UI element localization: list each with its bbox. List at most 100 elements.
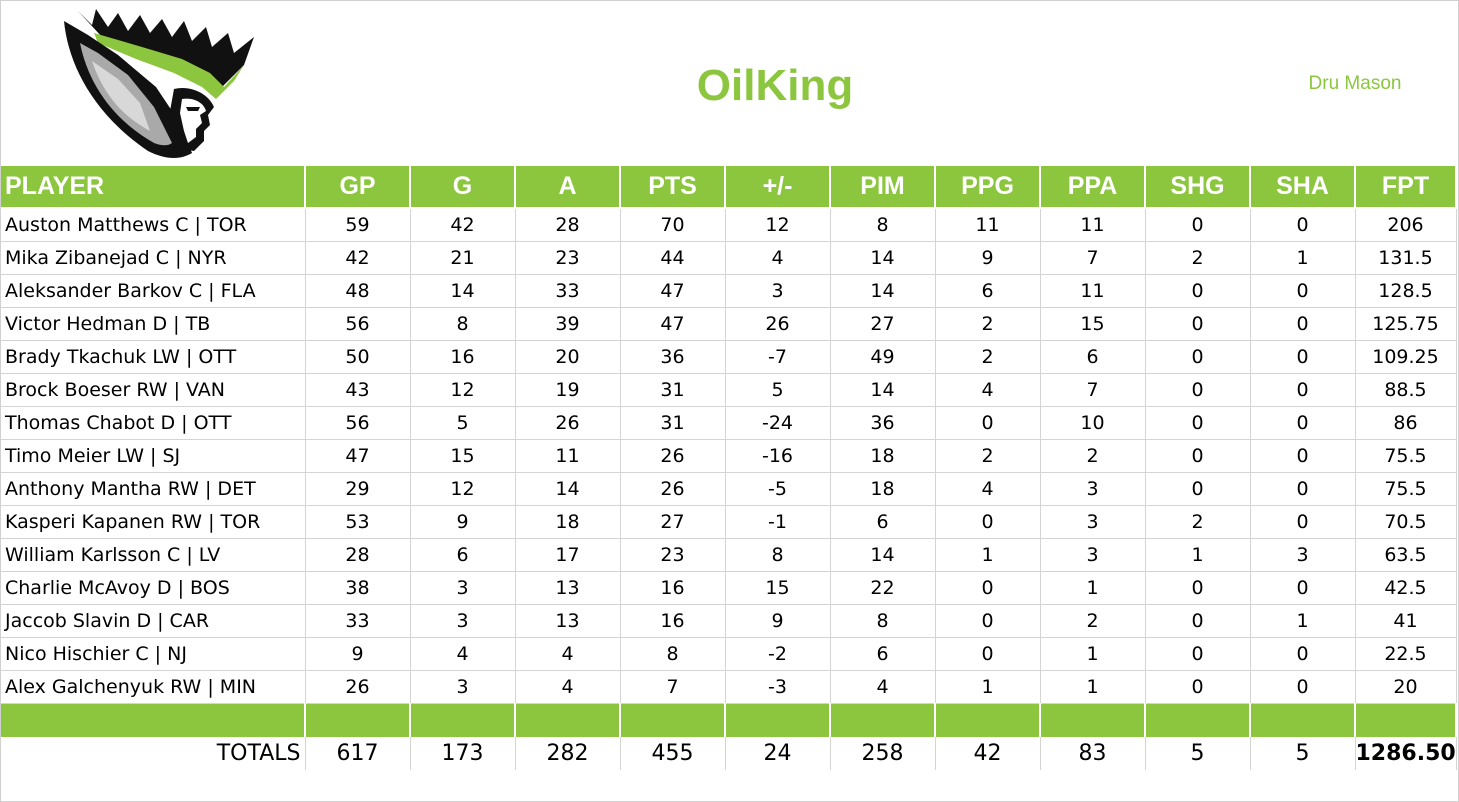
column-header-a: A: [515, 166, 621, 209]
stat-cell-shg: 0: [1145, 340, 1251, 374]
column-header-shg: SHG: [1145, 166, 1251, 209]
stat-cell-shg: 0: [1145, 208, 1251, 242]
stat-cell-plus-minus: -5: [725, 472, 831, 506]
stat-cell-ppg: 0: [935, 406, 1041, 440]
stat-cell-ppg: 9: [935, 241, 1041, 275]
table-row: Auston Matthews C | TOR 59 42 28 70 12 8 11 11 0 0…: [1, 208, 1457, 242]
player-name-cell: Brock Boeser RW | VAN: [1, 373, 306, 407]
stat-cell-shg: 2: [1145, 241, 1251, 275]
column-header-fpt: FPT: [1355, 166, 1457, 209]
stat-cell-ppa: 2: [1040, 604, 1146, 638]
stat-cell-ppg: 4: [935, 472, 1041, 506]
spacer-cell: [935, 703, 1041, 737]
stat-cell-gp: 56: [305, 307, 411, 341]
spacer-cell: [410, 703, 516, 737]
stat-cell-g: 14: [410, 274, 516, 308]
table-row: Timo Meier LW | SJ 47 15 11 26 -16 18 2 2 0 0 75.5: [1, 439, 1457, 473]
stat-cell-ppa: 3: [1040, 505, 1146, 539]
stat-cell-a: 11: [515, 439, 621, 473]
stat-cell-gp: 53: [305, 505, 411, 539]
stat-cell-ppg: 1: [935, 538, 1041, 572]
stat-cell-ppa: 7: [1040, 373, 1146, 407]
column-header-g: G: [410, 166, 516, 209]
player-name-cell: Timo Meier LW | SJ: [1, 439, 306, 473]
stat-cell-sha: 1: [1250, 604, 1356, 638]
stat-cell-fpt: 109.25: [1355, 340, 1457, 374]
stat-cell-pts: 31: [620, 406, 726, 440]
stat-cell-shg: 0: [1145, 274, 1251, 308]
stat-cell-plus-minus: -2: [725, 637, 831, 671]
stat-cell-pts: 44: [620, 241, 726, 275]
spacer-cell: [305, 703, 411, 737]
stat-cell-sha: 0: [1250, 406, 1356, 440]
stat-cell-ppa: 10: [1040, 406, 1146, 440]
stat-cell-plus-minus: -7: [725, 340, 831, 374]
stat-cell-gp: 43: [305, 373, 411, 407]
table-header: PLAYER GP G A PTS +/- PIM PPG PPA SHG SHA FPT: [1, 166, 1457, 209]
stat-cell-a: 4: [515, 637, 621, 671]
stat-cell-fpt: 128.5: [1355, 274, 1457, 308]
stat-cell-pts: 7: [620, 670, 726, 704]
stat-cell-ppa: 2: [1040, 439, 1146, 473]
column-header-gp: GP: [305, 166, 411, 209]
player-name-cell: Charlie McAvoy D | BOS: [1, 571, 306, 605]
total-cell-pim: 258: [830, 737, 936, 770]
stat-cell-pim: 8: [830, 208, 936, 242]
stat-cell-ppg: 11: [935, 208, 1041, 242]
stat-cell-pts: 27: [620, 505, 726, 539]
stat-cell-a: 28: [515, 208, 621, 242]
player-stats-table: PLAYER GP G A PTS +/- PIM PPG PPA SHG SHA FPT Austo…: [1, 166, 1457, 770]
stat-cell-ppg: 2: [935, 340, 1041, 374]
totals-row: TOTALS 617 173 282 455 24 258 42 83 5 5 1286.50: [1, 737, 1457, 770]
stat-cell-ppa: 11: [1040, 274, 1146, 308]
table-row: Kasperi Kapanen RW | TOR 53 9 18 27 -1 6 0 3 2 0 70…: [1, 505, 1457, 539]
stat-cell-a: 13: [515, 604, 621, 638]
spacer-cell: [620, 703, 726, 737]
table-row: Jaccob Slavin D | CAR 33 3 13 16 9 8 0 2 0 1 41: [1, 604, 1457, 638]
stat-cell-pim: 36: [830, 406, 936, 440]
header-row: PLAYER GP G A PTS +/- PIM PPG PPA SHG SHA FPT: [1, 166, 1457, 209]
stat-cell-pts: 26: [620, 472, 726, 506]
stat-cell-g: 3: [410, 670, 516, 704]
player-name-cell: Mika Zibanejad C | NYR: [1, 241, 306, 275]
stat-cell-gp: 42: [305, 241, 411, 275]
stat-cell-fpt: 88.5: [1355, 373, 1457, 407]
stat-cell-pim: 14: [830, 538, 936, 572]
stat-cell-a: 18: [515, 505, 621, 539]
spacer-cell: [1, 703, 306, 737]
stat-cell-a: 26: [515, 406, 621, 440]
stat-cell-plus-minus: -24: [725, 406, 831, 440]
stat-cell-ppa: 1: [1040, 571, 1146, 605]
stat-cell-a: 23: [515, 241, 621, 275]
stat-cell-a: 39: [515, 307, 621, 341]
stat-cell-plus-minus: 8: [725, 538, 831, 572]
stat-cell-shg: 0: [1145, 406, 1251, 440]
stat-cell-sha: 0: [1250, 505, 1356, 539]
stat-cell-ppa: 15: [1040, 307, 1146, 341]
stat-cell-sha: 0: [1250, 670, 1356, 704]
stat-cell-ppg: 0: [935, 571, 1041, 605]
owner-name: Dru Mason: [1308, 73, 1402, 94]
player-name-cell: Victor Hedman D | TB: [1, 307, 306, 341]
stat-cell-pim: 22: [830, 571, 936, 605]
stat-cell-a: 17: [515, 538, 621, 572]
stat-cell-ppg: 0: [935, 637, 1041, 671]
stat-cell-sha: 0: [1250, 472, 1356, 506]
stat-cell-ppg: 2: [935, 439, 1041, 473]
stat-cell-pts: 16: [620, 604, 726, 638]
stat-cell-g: 42: [410, 208, 516, 242]
player-name-cell: Alex Galchenyuk RW | MIN: [1, 670, 306, 704]
stat-cell-sha: 0: [1250, 208, 1356, 242]
total-cell-shg: 5: [1145, 737, 1251, 770]
spacer-cell: [1355, 703, 1457, 737]
stat-cell-plus-minus: 12: [725, 208, 831, 242]
stat-cell-ppa: 1: [1040, 637, 1146, 671]
stat-cell-fpt: 75.5: [1355, 439, 1457, 473]
stat-cell-shg: 2: [1145, 505, 1251, 539]
stat-cell-sha: 0: [1250, 439, 1356, 473]
stat-cell-fpt: 206: [1355, 208, 1457, 242]
stat-cell-plus-minus: 9: [725, 604, 831, 638]
column-header-sha: SHA: [1250, 166, 1356, 209]
table-row: Thomas Chabot D | OTT 56 5 26 31 -24 36 0 10 0 0 86: [1, 406, 1457, 440]
stat-cell-gp: 9: [305, 637, 411, 671]
